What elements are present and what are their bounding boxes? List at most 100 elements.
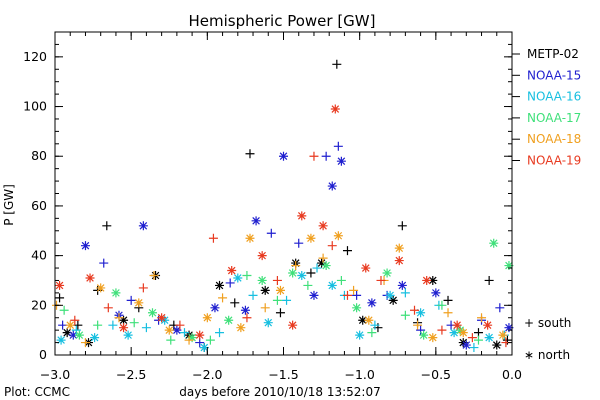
data-point-north xyxy=(85,273,95,283)
data-point-south xyxy=(294,238,304,248)
x-tick-label: −1.5 xyxy=(268,367,298,382)
data-point-north xyxy=(245,233,255,243)
data-point-south xyxy=(336,275,346,285)
data-point-south xyxy=(309,151,319,161)
data-marks xyxy=(52,59,514,353)
data-point-south xyxy=(242,270,252,280)
data-point-north xyxy=(498,330,508,340)
data-point-north xyxy=(327,181,337,191)
data-point-south xyxy=(93,320,103,330)
chart-title: Hemispheric Power [GW] xyxy=(189,12,376,30)
data-point-south xyxy=(179,328,189,338)
data-point-south xyxy=(416,325,426,335)
data-point-south xyxy=(102,221,112,231)
data-point-south xyxy=(103,303,113,313)
data-point-south xyxy=(413,320,423,330)
data-point-south xyxy=(318,253,328,263)
data-point-north xyxy=(236,323,246,333)
data-point-north xyxy=(419,330,429,340)
data-point-south xyxy=(437,325,447,335)
data-point-north xyxy=(96,283,106,293)
data-point-north xyxy=(275,285,285,295)
data-point-north xyxy=(355,330,365,340)
data-point-south xyxy=(291,261,301,271)
data-point-north xyxy=(397,280,407,290)
data-point-north xyxy=(202,313,212,323)
data-point-north xyxy=(394,243,404,253)
data-point-north xyxy=(123,330,133,340)
data-point-south xyxy=(108,320,118,330)
y-tick-label: 80 xyxy=(31,148,47,163)
data-point-north xyxy=(361,263,371,273)
data-point-north xyxy=(452,320,462,330)
marker-legend-item: ∗ north xyxy=(524,348,570,362)
data-point-north xyxy=(394,256,404,266)
data-point-south xyxy=(175,320,185,330)
data-point-north xyxy=(333,231,343,241)
data-point-north xyxy=(458,328,468,338)
data-point-north xyxy=(257,251,267,261)
series-noaa-15 xyxy=(58,141,514,350)
data-point-south xyxy=(327,241,337,251)
legend-item: METP-02 xyxy=(527,47,579,61)
data-point-north xyxy=(364,315,374,325)
data-point-south xyxy=(272,295,282,305)
data-point-north xyxy=(428,333,438,343)
data-point-south xyxy=(129,318,139,328)
data-point-south xyxy=(184,335,194,345)
data-point-north xyxy=(492,340,502,350)
data-point-south xyxy=(477,313,487,323)
data-point-north xyxy=(449,328,459,338)
data-point-north xyxy=(484,333,494,343)
data-point-south xyxy=(218,293,228,303)
legend-item: NOAA-19 xyxy=(527,154,581,168)
data-point-north xyxy=(428,275,438,285)
data-point-north xyxy=(80,241,90,251)
data-point-south xyxy=(80,338,90,348)
data-point-north xyxy=(240,305,250,315)
data-point-north xyxy=(65,320,75,330)
data-point-south xyxy=(400,288,410,298)
data-point-north xyxy=(352,303,362,313)
data-point-north xyxy=(62,328,72,338)
data-point-north xyxy=(224,315,234,325)
legend-item: NOAA-16 xyxy=(527,90,581,104)
data-point-south xyxy=(73,320,83,330)
data-point-north xyxy=(251,216,261,226)
data-point-north xyxy=(260,285,270,295)
x-axis: −3.0 −2.5 −2.0 −1.5 −1.0 −0.5 0.0 xyxy=(40,32,522,382)
plot-frame xyxy=(54,31,513,356)
data-point-south xyxy=(410,305,420,315)
legend: METP-02 NOAA-15 NOAA-16 NOAA-17 NOAA-18 NOAA-… xyxy=(512,47,581,168)
x-axis-label: days before 2010/10/18 13:52:07 xyxy=(179,385,380,399)
data-point-south xyxy=(55,293,65,303)
data-point-north xyxy=(504,323,514,333)
data-point-south xyxy=(400,310,410,320)
marker-legend: + south ∗ north xyxy=(524,316,571,362)
data-point-south xyxy=(321,151,331,161)
data-point-south xyxy=(303,280,313,290)
plot-credit: Plot: CCMC xyxy=(4,385,70,399)
data-point-south xyxy=(306,268,316,278)
data-point-south xyxy=(397,221,407,231)
data-point-north xyxy=(388,295,398,305)
series-noaa-18 xyxy=(52,231,508,348)
legend-item: NOAA-17 xyxy=(527,111,581,125)
data-point-south xyxy=(166,335,176,345)
data-point-south xyxy=(59,305,69,315)
data-point-north xyxy=(187,333,197,343)
data-point-south xyxy=(473,335,483,345)
data-point-north xyxy=(263,318,273,328)
data-point-south xyxy=(225,278,235,288)
data-point-north xyxy=(164,325,174,335)
data-point-south xyxy=(266,228,276,238)
y-tick-label: 0 xyxy=(39,347,47,362)
data-point-south xyxy=(99,258,109,268)
data-point-north xyxy=(215,280,225,290)
data-point-south xyxy=(333,141,343,151)
y-tick-label: 100 xyxy=(23,99,47,114)
data-point-north xyxy=(504,261,514,271)
data-point-north xyxy=(358,315,368,325)
data-point-north xyxy=(279,151,288,161)
data-point-south xyxy=(242,313,252,323)
